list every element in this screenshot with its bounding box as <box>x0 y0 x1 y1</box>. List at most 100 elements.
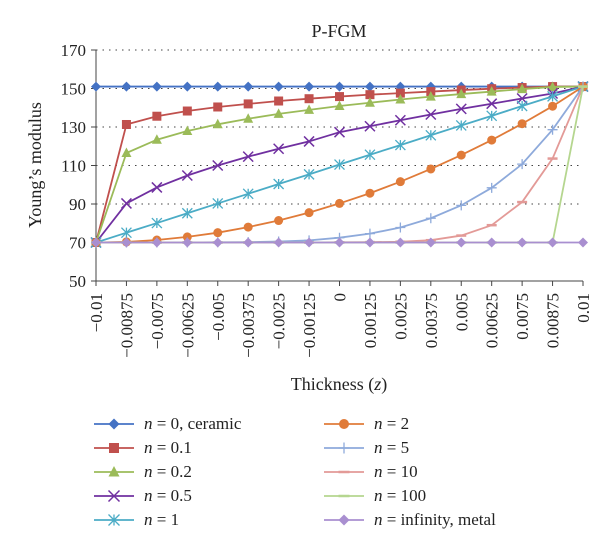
y-tick-label: 130 <box>61 118 87 137</box>
x-axis-label-variable: z <box>373 374 381 394</box>
data-point <box>151 181 163 193</box>
legend-label-text: = 5 <box>382 438 410 457</box>
chart-title: P-FGM <box>311 21 366 41</box>
x-axis-label-text: Thickness <box>291 374 364 394</box>
data-point <box>91 81 101 92</box>
legend-item: n = 100 <box>322 484 426 508</box>
data-point <box>364 237 375 248</box>
data-point <box>547 81 558 91</box>
legend-label: n = infinity, metal <box>374 510 496 530</box>
data-point <box>487 135 497 145</box>
data-point <box>425 129 437 141</box>
data-point <box>516 100 528 112</box>
data-point <box>212 159 224 172</box>
x-tick-label: 0.00375 <box>422 293 441 348</box>
x-tick-label: −0.01 <box>87 293 106 332</box>
legend-swatch <box>324 494 364 498</box>
legend-label-text: = 100 <box>382 486 427 505</box>
legend-swatch-marker <box>339 419 349 429</box>
x-tick-labels: −0.01 −0.00875 −0.0075 −0.00625 −0.005 −0.003… <box>87 293 593 358</box>
data-point <box>121 81 132 92</box>
data-point <box>151 217 163 229</box>
data-point <box>456 150 466 160</box>
data-point <box>273 143 285 155</box>
series-9 <box>91 237 588 248</box>
data-point <box>364 149 376 161</box>
legend-label-variable: n <box>374 462 383 481</box>
legend-label-variable: n <box>144 510 153 529</box>
data-point <box>517 237 528 248</box>
data-point <box>425 91 436 101</box>
data-point <box>304 94 314 104</box>
data-point <box>121 237 132 248</box>
data-point <box>486 98 498 110</box>
data-point <box>182 232 192 242</box>
legend-swatch-marker <box>338 514 350 526</box>
x-tick-label: 0.00625 <box>483 293 502 348</box>
legend-label: n = 0, ceramic <box>144 414 241 434</box>
legend-item: n = 0.5 <box>92 484 192 508</box>
data-point <box>151 237 162 248</box>
data-point <box>182 237 193 248</box>
legend-swatch-marker <box>108 514 120 526</box>
data-point <box>243 113 254 123</box>
data-point <box>91 237 101 248</box>
data-point <box>456 88 467 99</box>
y-tick-label: 90 <box>69 195 86 214</box>
data-point <box>395 177 405 187</box>
legend-label: n = 10 <box>374 462 418 482</box>
data-point <box>486 237 497 248</box>
legend-swatch <box>94 466 134 477</box>
legend-label-variable: n <box>144 438 153 457</box>
data-point <box>486 110 498 122</box>
x-tick-label: 0.005 <box>452 293 471 331</box>
legend-swatch <box>324 419 364 429</box>
data-point <box>152 111 162 121</box>
data-point <box>303 168 315 180</box>
y-tick-label: 150 <box>61 80 87 99</box>
legend-label-variable: n <box>374 486 383 505</box>
data-point <box>486 86 497 96</box>
data-point <box>547 124 558 135</box>
legend-label-variable: n <box>144 486 153 505</box>
series <box>90 81 589 249</box>
data-point <box>273 178 285 190</box>
y-tick-label: 50 <box>69 272 86 291</box>
data-point <box>547 90 559 102</box>
legend-label: n = 2 <box>374 414 409 434</box>
data-point <box>455 120 467 131</box>
legend-label-text: = 2 <box>382 414 410 433</box>
data-point <box>121 147 132 157</box>
data-point <box>304 81 315 92</box>
data-point <box>395 237 406 248</box>
legend-item: n = 0, ceramic <box>92 412 241 436</box>
data-point <box>212 118 223 129</box>
legend-label-text: = 10 <box>382 462 418 481</box>
data-point <box>365 188 375 198</box>
y-tick-label: 70 <box>69 234 86 253</box>
data-point <box>425 237 436 248</box>
data-point <box>334 237 345 248</box>
x-tick-label: −0.0025 <box>270 293 289 349</box>
data-point <box>364 120 376 132</box>
data-point <box>151 134 162 144</box>
legend-item: n = 10 <box>322 460 418 484</box>
data-point <box>243 99 253 109</box>
legend-label: n = 0.2 <box>144 462 192 482</box>
data-point <box>517 119 527 129</box>
legend-swatch <box>324 442 364 454</box>
data-point <box>181 169 193 182</box>
data-point <box>335 198 344 208</box>
data-point <box>456 200 467 211</box>
legend-item: n = 2 <box>322 412 409 436</box>
data-point <box>394 114 406 126</box>
data-point <box>395 93 406 104</box>
gridlines <box>96 49 583 243</box>
legend-swatch <box>324 470 364 474</box>
data-point <box>181 207 193 219</box>
data-point <box>517 83 528 94</box>
legend-swatch-marker <box>109 443 119 453</box>
data-point <box>455 103 467 115</box>
data-point <box>425 213 436 224</box>
x-tick-label: 0.0075 <box>513 293 532 340</box>
